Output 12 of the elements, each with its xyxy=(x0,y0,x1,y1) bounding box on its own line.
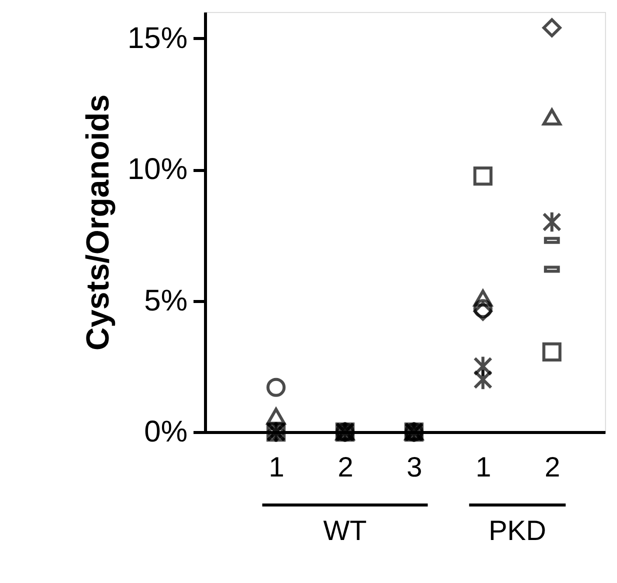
y-tick-label: 0% xyxy=(144,416,188,448)
x-tick-label: 2 xyxy=(338,452,354,482)
x-tick-label: 1 xyxy=(268,452,284,482)
x-tick-label: 3 xyxy=(406,452,422,482)
y-axis-title: Cysts/Organoids xyxy=(79,94,116,351)
y-tick-label: 15% xyxy=(127,22,188,55)
x-tick-label: 2 xyxy=(544,452,560,482)
y-tick-label: 10% xyxy=(127,153,188,186)
text: WT xyxy=(323,515,367,546)
text: PKD xyxy=(488,515,546,546)
x-tick-label: 1 xyxy=(476,452,492,482)
y-tick-label: 5% xyxy=(144,284,188,318)
